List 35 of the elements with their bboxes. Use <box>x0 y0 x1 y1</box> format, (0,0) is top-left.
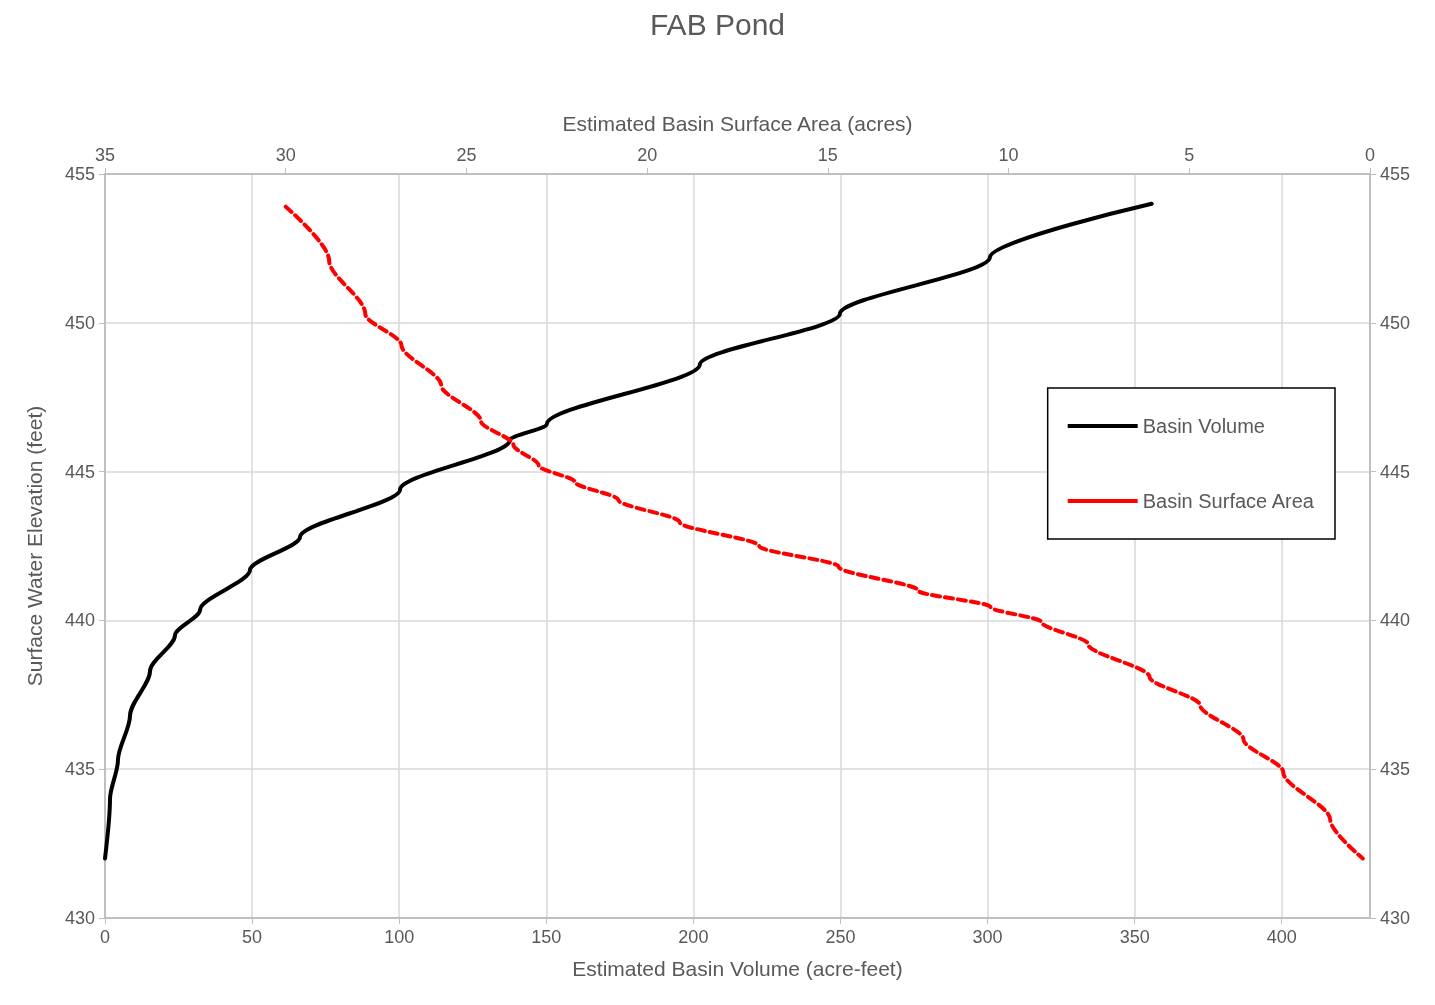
y2-tick-label: 450 <box>1380 312 1411 333</box>
y-tick-label: 430 <box>64 908 95 928</box>
x-tick-label: 300 <box>972 927 1003 947</box>
x2-axis-title: Estimated Basin Surface Area (acres) <box>562 112 913 135</box>
y-axis-title: Surface Water Elevation (feet) <box>23 405 46 687</box>
y-tick-label: 440 <box>64 610 95 631</box>
x-tick-label: 350 <box>1119 927 1150 947</box>
x2-tick-label: 25 <box>456 145 477 165</box>
x2-tick-label: 0 <box>1364 145 1376 165</box>
y-tick-label: 450 <box>64 312 95 333</box>
y2-tick-label: 445 <box>1380 461 1411 482</box>
y-tick-label: 435 <box>64 759 95 780</box>
x-tick-label: 200 <box>678 927 709 947</box>
x-tick-label: 250 <box>825 927 856 947</box>
x-tick-label: 100 <box>384 927 415 947</box>
y-tick-label: 445 <box>64 461 95 482</box>
y2-tick-label: 430 <box>1380 908 1411 928</box>
x2-tick-label: 15 <box>817 145 838 165</box>
legend-label: Basin Surface Area <box>1142 490 1315 512</box>
x-tick-label: 400 <box>1266 927 1297 947</box>
legend-label: Basin Volume <box>1142 415 1265 437</box>
x2-tick-label: 10 <box>998 145 1019 165</box>
x-axis-title: Estimated Basin Volume (acre-feet) <box>572 957 903 980</box>
x-tick-label: 150 <box>531 927 562 947</box>
x2-tick-label: 20 <box>637 145 658 165</box>
x2-tick-label: 35 <box>94 145 116 165</box>
y2-tick-label: 435 <box>1380 759 1411 780</box>
chart-title: FAB Pond <box>649 7 786 41</box>
x-tick-label: 0 <box>99 927 111 947</box>
x-tick-label: 50 <box>242 927 263 947</box>
y-tick-label: 455 <box>64 164 95 184</box>
x2-tick-label: 30 <box>275 145 296 165</box>
x2-tick-label: 5 <box>1184 145 1195 165</box>
y2-tick-label: 440 <box>1380 610 1411 631</box>
y2-tick-label: 455 <box>1380 164 1411 184</box>
